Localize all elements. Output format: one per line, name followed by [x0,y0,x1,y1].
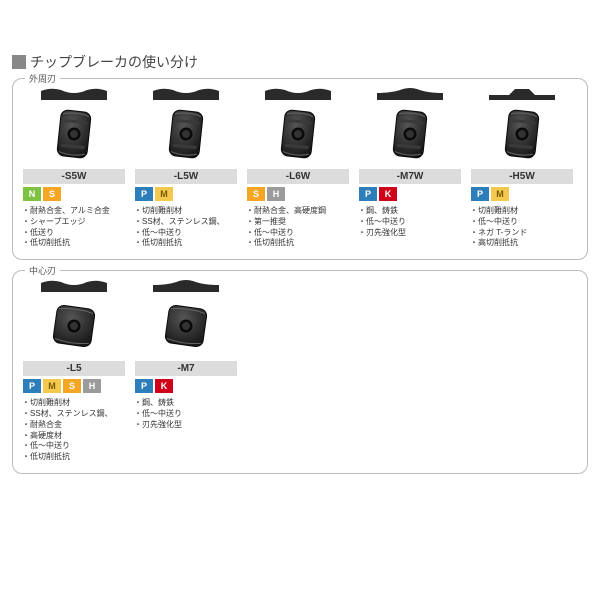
insert-card: -M7W PK 鋼、鋳鉄低～中送り刃先強化型 [359,87,461,249]
feature-item: 耐熱合金、高硬度鋼 [247,206,349,217]
code-label: -L5W [135,169,237,184]
insert-card: -S5W NS 耐熱合金、アルミ合金シャープエッジ低送り低切削抵抗 [23,87,125,249]
tag-row: PM [135,187,237,201]
material-tag: K [379,187,397,201]
material-tag: H [83,379,101,393]
tag-row: SH [247,187,349,201]
insert-card: -M7 PK 鋼、鋳鉄低～中送り刃先強化型 [135,279,237,463]
insert-icon [269,105,327,163]
feature-item: 切削難削材 [135,206,237,217]
insert-icon [493,105,551,163]
feature-item: 高硬度材 [23,431,125,442]
material-tag: S [247,187,265,201]
card-row: -S5WNS耐熱合金、アルミ合金シャープエッジ低送り低切削抵抗 -L5WPM切削… [23,87,577,249]
feature-item: 低切削抵抗 [135,238,237,249]
tag-row: NS [23,187,125,201]
material-tag: N [23,187,41,201]
feature-item: 低～中送り [135,409,237,420]
material-tag: K [155,379,173,393]
feature-list: 耐熱合金、アルミ合金シャープエッジ低送り低切削抵抗 [23,206,125,249]
code-label: -S5W [23,169,125,184]
card-row: -L5PMSH切削難削材SS材、ステンレス鋼、耐熱合金高硬度材低～中送り低切削抵… [23,279,577,463]
chip-profile-icon [151,279,221,293]
title-square-icon [12,55,26,69]
feature-list: 鋼、鋳鉄低～中送り刃先強化型 [135,398,237,430]
chip-profile-icon [39,279,109,293]
feature-item: 刃先強化型 [135,420,237,431]
feature-item: 低切削抵抗 [247,238,349,249]
feature-item: 耐熱合金、アルミ合金 [23,206,125,217]
feature-item: 低送り [23,228,125,239]
feature-item: SS材、ステンレス鋼、 [135,217,237,228]
insert-card: -H5W PM 切削難削材低～中送りネガ T-ランド高切削抵抗 [471,87,573,249]
feature-item: 鋼、鋳鉄 [359,206,461,217]
group-label: 中心刃 [25,264,60,277]
code-label: -L6W [247,169,349,184]
chip-profile-icon [375,87,445,101]
feature-item: 耐熱合金 [23,420,125,431]
tag-row: PMSH [23,379,125,393]
feature-item: 低～中送り [247,228,349,239]
insert-icon [157,105,215,163]
feature-item: 低～中送り [23,441,125,452]
chip-profile-icon [263,87,333,101]
groups-container: 外周刃 -S5WNS耐熱合金、アルミ合金シャープエッジ低送り低切削抵抗 -L5W… [12,78,588,474]
code-label: -H5W [471,169,573,184]
material-tag: H [267,187,285,201]
material-tag: M [491,187,509,201]
feature-list: 耐熱合金、高硬度鋼第一推奨低～中送り低切削抵抗 [247,206,349,249]
feature-item: 切削難削材 [471,206,573,217]
feature-item: 高切削抵抗 [471,238,573,249]
insert-icon [45,105,103,163]
chip-profile-icon [151,87,221,101]
material-tag: P [471,187,489,201]
tag-row: PK [135,379,237,393]
material-tag: P [359,187,377,201]
chip-profile-icon [39,87,109,101]
feature-item: 鋼、鋳鉄 [135,398,237,409]
group: 中心刃 -L5PMSH切削難削材SS材、ステンレス鋼、耐熱合金高硬度材低～中送り… [12,270,588,474]
material-tag: P [135,187,153,201]
insert-card: -L6W SH 耐熱合金、高硬度鋼第一推奨低～中送り低切削抵抗 [247,87,349,249]
feature-item: 低切削抵抗 [23,238,125,249]
insert-card: -L5W PM 切削難削材SS材、ステンレス鋼、低～中送り低切削抵抗 [135,87,237,249]
title-text: チップブレーカの使い分け [30,52,198,72]
feature-item: 刃先強化型 [359,228,461,239]
material-tag: M [43,379,61,393]
code-label: -L5 [23,361,125,376]
feature-item: シャープエッジ [23,217,125,228]
feature-list: 鋼、鋳鉄低～中送り刃先強化型 [359,206,461,238]
feature-item: SS材、ステンレス鋼、 [23,409,125,420]
chip-profile-icon [487,87,557,101]
page-title: チップブレーカの使い分け [12,52,588,72]
feature-item: 低～中送り [135,228,237,239]
code-label: -M7 [135,361,237,376]
insert-icon [45,297,103,355]
material-tag: S [43,187,61,201]
material-tag: M [155,187,173,201]
feature-item: 低～中送り [359,217,461,228]
material-tag: S [63,379,81,393]
feature-item: 低切削抵抗 [23,452,125,463]
material-tag: P [135,379,153,393]
material-tag: P [23,379,41,393]
code-label: -M7W [359,169,461,184]
feature-item: ネガ T-ランド [471,228,573,239]
insert-card: -L5 PMSH 切削難削材SS材、ステンレス鋼、耐熱合金高硬度材低～中送り低切削抵… [23,279,125,463]
insert-icon [157,297,215,355]
feature-item: 低～中送り [471,217,573,228]
feature-item: 切削難削材 [23,398,125,409]
tag-row: PK [359,187,461,201]
group-label: 外周刃 [25,72,60,85]
feature-list: 切削難削材SS材、ステンレス鋼、低～中送り低切削抵抗 [135,206,237,249]
insert-icon [381,105,439,163]
feature-item: 第一推奨 [247,217,349,228]
tag-row: PM [471,187,573,201]
feature-list: 切削難削材低～中送りネガ T-ランド高切削抵抗 [471,206,573,249]
group: 外周刃 -S5WNS耐熱合金、アルミ合金シャープエッジ低送り低切削抵抗 -L5W… [12,78,588,260]
feature-list: 切削難削材SS材、ステンレス鋼、耐熱合金高硬度材低～中送り低切削抵抗 [23,398,125,463]
